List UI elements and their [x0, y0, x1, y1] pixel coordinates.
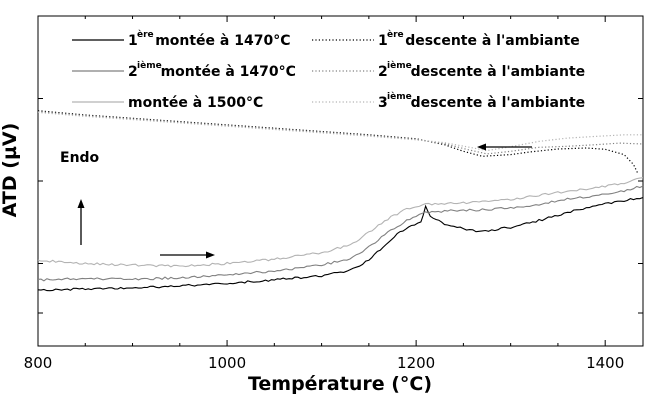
legend-number: 2 — [378, 64, 388, 80]
series-line-4 — [37, 110, 639, 175]
series-lines — [37, 110, 644, 292]
arrow-up-icon — [77, 199, 85, 245]
x-axis-title: Température (°C) — [248, 373, 432, 395]
legend-superscript: ième — [137, 60, 162, 71]
x-tick-label: 1200 — [397, 354, 435, 372]
legend-superscript: ère — [387, 29, 404, 40]
legend-label-1: montée à 1470°C — [155, 33, 290, 49]
legend-superscript: ième — [387, 60, 412, 71]
legend-label-2: montée à 1470°C — [161, 64, 296, 80]
legend: 1 ère montée à 1470°C2 ième montée à 1470°… — [72, 29, 585, 111]
series-line-3 — [37, 177, 644, 268]
series-line-1 — [37, 196, 644, 292]
x-tick-label: 800 — [24, 354, 53, 372]
endo-annotation: Endo — [60, 150, 100, 166]
legend-number: 1 — [378, 33, 388, 49]
series-line-6 — [37, 111, 643, 152]
legend-number: 3 — [378, 95, 388, 111]
legend-number: 1 — [128, 33, 138, 49]
legend-label-5: descente à l'ambiante — [411, 64, 586, 80]
series-line-2 — [37, 185, 644, 282]
arrow-left-icon — [477, 143, 532, 151]
legend-label-3: montée à 1500°C — [128, 95, 263, 111]
legend-label-4: descente à l'ambiante — [405, 33, 580, 49]
x-tick-label: 1400 — [586, 354, 624, 372]
axis-ticks — [37, 15, 643, 346]
x-tick-labels: 800 1000 1200 1400 — [24, 354, 625, 372]
legend-label-6: descente à l'ambiante — [411, 95, 586, 111]
legend-superscript: ième — [387, 91, 412, 102]
y-axis-title: ATD (µV) — [0, 123, 21, 218]
legend-superscript: ère — [137, 29, 154, 40]
legend-number: 2 — [128, 64, 138, 80]
arrow-right-icon — [160, 251, 215, 259]
x-tick-label: 1000 — [208, 354, 246, 372]
